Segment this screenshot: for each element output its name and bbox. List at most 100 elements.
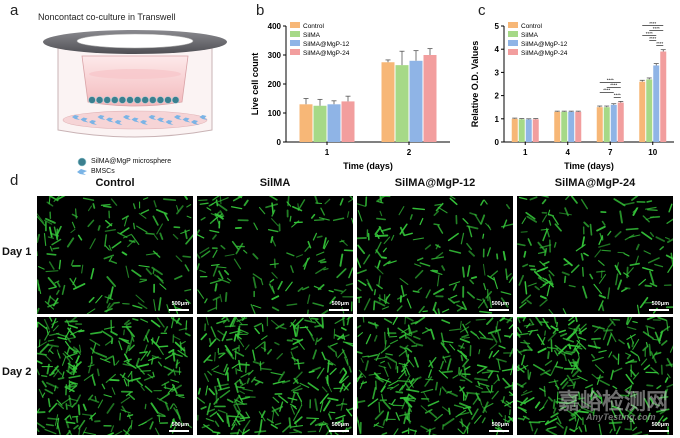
cell bbox=[483, 282, 487, 291]
cell bbox=[524, 281, 528, 295]
cell bbox=[68, 375, 81, 379]
cell bbox=[242, 419, 251, 431]
cell bbox=[106, 294, 111, 304]
cell bbox=[221, 317, 226, 320]
bmsc-cell bbox=[106, 117, 114, 123]
cell bbox=[290, 265, 294, 273]
cell bbox=[199, 247, 210, 254]
cell bbox=[101, 330, 113, 338]
cell bbox=[200, 333, 208, 341]
cell bbox=[56, 399, 63, 406]
cell bbox=[123, 353, 130, 363]
cell bbox=[573, 362, 582, 373]
cell bbox=[486, 317, 494, 326]
cell bbox=[625, 227, 639, 231]
cell bbox=[205, 418, 215, 422]
cell bbox=[555, 401, 569, 405]
cell bbox=[517, 243, 526, 247]
cell bbox=[166, 304, 170, 313]
cell bbox=[261, 324, 264, 332]
cell bbox=[486, 386, 492, 394]
cell bbox=[585, 384, 593, 389]
cell bbox=[237, 196, 243, 199]
cell bbox=[273, 258, 276, 269]
cell bbox=[336, 268, 347, 279]
legend-swatch bbox=[290, 49, 300, 55]
cell bbox=[374, 356, 387, 360]
cell bbox=[318, 423, 327, 427]
cell bbox=[197, 252, 201, 259]
legend-swatch bbox=[508, 40, 518, 46]
cell bbox=[38, 266, 45, 270]
cell bbox=[312, 349, 317, 360]
cell bbox=[437, 274, 440, 287]
cell bbox=[57, 353, 61, 359]
cell bbox=[37, 216, 46, 227]
cell bbox=[405, 393, 410, 402]
cell bbox=[225, 348, 235, 360]
cell bbox=[449, 196, 456, 200]
cell bbox=[261, 367, 272, 371]
cell bbox=[667, 373, 671, 379]
cell bbox=[234, 382, 239, 393]
cell bbox=[357, 296, 362, 299]
cell bbox=[204, 373, 210, 383]
cell bbox=[124, 216, 128, 227]
cell bbox=[184, 264, 190, 272]
cell bbox=[577, 391, 581, 400]
cell bbox=[296, 358, 301, 370]
cell bbox=[649, 231, 655, 238]
cell bbox=[286, 252, 295, 257]
cell bbox=[242, 388, 254, 392]
cell bbox=[329, 342, 338, 347]
cell bbox=[340, 375, 349, 384]
cell bbox=[351, 217, 353, 225]
cell bbox=[547, 213, 554, 217]
cell bbox=[643, 397, 650, 408]
cell bbox=[468, 250, 475, 257]
cell bbox=[474, 377, 488, 382]
cell bbox=[211, 365, 220, 371]
cell bbox=[72, 346, 81, 354]
cell bbox=[624, 385, 632, 391]
y-tick-label: 5 bbox=[495, 22, 500, 31]
cell bbox=[37, 341, 47, 348]
cell bbox=[75, 394, 82, 405]
cell bbox=[312, 232, 318, 241]
cell bbox=[242, 429, 250, 435]
cell bbox=[238, 363, 250, 366]
scale-bar-label: 500μm bbox=[171, 301, 189, 307]
panel-a-letter: a bbox=[10, 2, 19, 19]
cell bbox=[69, 369, 77, 375]
cell bbox=[51, 318, 57, 329]
cell bbox=[632, 320, 638, 324]
cell bbox=[319, 260, 327, 264]
cell bbox=[204, 298, 208, 304]
cell bbox=[407, 354, 410, 362]
cell bbox=[583, 407, 595, 414]
cell bbox=[543, 385, 546, 397]
od-values-bar-chart: 0 1 2 3 4 5 Relative O.D. Values Time (days) 1 4 7… bbox=[470, 21, 674, 171]
cell bbox=[381, 306, 389, 310]
bmsc-cell bbox=[174, 115, 182, 120]
cell bbox=[580, 198, 589, 210]
cell bbox=[647, 209, 658, 212]
cell bbox=[406, 298, 412, 309]
cell bbox=[388, 380, 398, 387]
cell bbox=[639, 296, 649, 309]
cell bbox=[560, 332, 568, 337]
cell bbox=[297, 203, 300, 210]
y-tick-label: 1 bbox=[495, 115, 500, 124]
cell bbox=[563, 351, 572, 355]
cell bbox=[505, 400, 511, 405]
cell bbox=[77, 404, 81, 416]
cell bbox=[140, 385, 145, 391]
cell bbox=[484, 402, 494, 409]
cell bbox=[380, 345, 391, 354]
cell bbox=[573, 328, 580, 340]
cell bbox=[463, 336, 470, 339]
cell bbox=[104, 234, 107, 247]
cell bbox=[656, 408, 670, 413]
cell bbox=[462, 218, 469, 225]
cell bbox=[504, 334, 511, 338]
